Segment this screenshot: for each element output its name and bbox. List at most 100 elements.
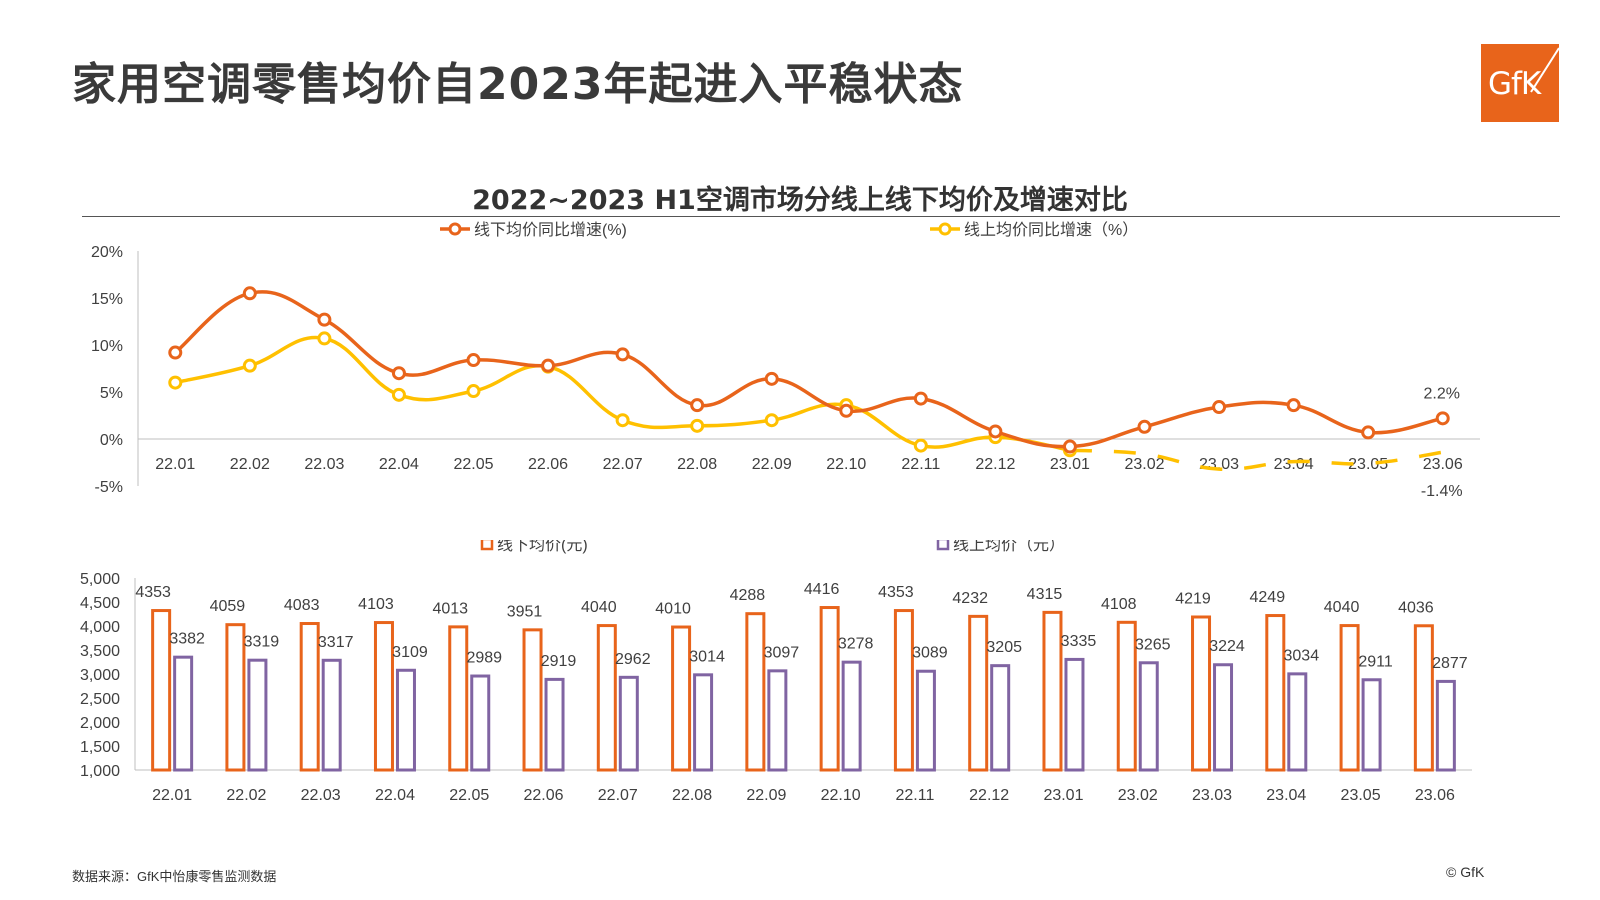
online-bar-label: 3265 xyxy=(1135,636,1171,653)
growth-line-chart: 20% 15% 10% 5% 0% -5% 22.01 22.02 22.03 22.04 22.0… xyxy=(91,221,1480,500)
y-tick-label: 3,000 xyxy=(80,667,120,684)
online-bar-label: 2877 xyxy=(1432,655,1468,672)
offline-bar-label: 4288 xyxy=(730,587,766,604)
offline-bar-label: 4353 xyxy=(878,584,914,601)
offline-bar-label: 4036 xyxy=(1398,599,1434,616)
online-point xyxy=(317,331,332,346)
y-tick-label: 4,000 xyxy=(80,619,120,636)
offline-bar xyxy=(745,612,766,772)
offline-bar xyxy=(1265,614,1286,772)
online-point xyxy=(242,358,257,373)
online-bar-label: 3382 xyxy=(169,631,205,648)
legend-label-0: 线下均价同比增速(%) xyxy=(474,221,627,239)
x-tick-label: 22.03 xyxy=(301,787,341,804)
x-tick-label: 23.06 xyxy=(1415,787,1455,804)
y-tick-label: 2,000 xyxy=(80,715,120,732)
offline-bar xyxy=(1339,624,1360,772)
legend-swatch-0 xyxy=(480,540,494,551)
legend-label-1: 线上均价（元） xyxy=(953,540,1065,554)
offline-bar-label: 4040 xyxy=(1324,599,1360,616)
x-tick-label: 22.07 xyxy=(603,456,643,473)
offline-point xyxy=(1361,425,1376,440)
y-tick-label: 5,000 xyxy=(80,571,120,588)
avg-price-bar-chart: 5,000 4,500 4,000 3,500 3,000 2,500 2,000 1,500… xyxy=(80,540,1472,804)
online-point xyxy=(764,413,779,428)
x-tick-label: 22.08 xyxy=(677,456,717,473)
y-tick-label: 0% xyxy=(100,432,123,449)
online-bar-label: 3319 xyxy=(244,634,280,651)
online-bar-label: 3109 xyxy=(392,644,428,661)
y-tick-label: 2,500 xyxy=(80,691,120,708)
online-bar-label: 3097 xyxy=(764,644,800,661)
online-point xyxy=(391,387,406,402)
x-tick-label: 23.05 xyxy=(1341,787,1381,804)
y-tick-label: 20% xyxy=(91,244,123,261)
y-tick-label: 10% xyxy=(91,338,123,355)
online-bar xyxy=(395,668,416,772)
x-tick-label: 23.02 xyxy=(1124,456,1164,473)
offline-bar xyxy=(448,625,469,772)
legend-swatch-1 xyxy=(936,540,950,551)
data-source-note: 数据来源：GfK中怡康零售监测数据 xyxy=(72,869,277,884)
x-tick-label: 22.09 xyxy=(746,787,786,804)
offline-bar xyxy=(1116,620,1137,772)
x-tick-label: 22.12 xyxy=(975,456,1015,473)
y-tick-label: 1,000 xyxy=(80,763,120,780)
online-bar xyxy=(915,669,936,772)
offline-bar-label: 3951 xyxy=(507,603,543,620)
offline-bar-label: 4249 xyxy=(1250,589,1286,606)
online-bar-label: 3278 xyxy=(838,636,874,653)
offline-bar-label: 4108 xyxy=(1101,596,1137,613)
x-tick-label: 23.05 xyxy=(1348,456,1388,473)
data-label-annotation: 2.2% xyxy=(1423,385,1459,402)
logo-slash-icon xyxy=(1530,47,1559,93)
x-tick-label: 22.11 xyxy=(901,456,940,473)
y-tick-label: 4,500 xyxy=(80,595,120,612)
offline-bar-label: 4353 xyxy=(135,584,171,601)
offline-point xyxy=(317,312,332,327)
legend-marker-1 xyxy=(938,222,952,236)
x-tick-label: 22.02 xyxy=(230,456,270,473)
offline-bar xyxy=(1413,624,1434,772)
online-bar xyxy=(1361,678,1382,772)
online-bar-label: 3089 xyxy=(912,645,948,662)
offline-point xyxy=(1062,439,1077,454)
offline-point xyxy=(690,398,705,413)
x-tick-label: 22.01 xyxy=(152,787,192,804)
offline-point xyxy=(1137,419,1152,434)
x-tick-label: 23.01 xyxy=(1043,787,1083,804)
online-bar-label: 3335 xyxy=(1061,633,1097,650)
online-point xyxy=(466,384,481,399)
x-tick-label: 22.10 xyxy=(826,456,866,473)
online-point xyxy=(913,438,928,453)
online-point xyxy=(690,418,705,433)
x-tick-label: 22.04 xyxy=(379,456,419,473)
online-point xyxy=(168,375,183,390)
logo-text: GfK xyxy=(1488,66,1541,102)
online-bar-label: 2911 xyxy=(1358,653,1393,670)
chart-title: 2022~2023 H1空调市场分线上线下均价及增速对比 xyxy=(472,185,1128,216)
x-tick-label: 22.01 xyxy=(155,456,195,473)
gfk-logo: GfK xyxy=(1481,44,1559,122)
offline-point xyxy=(839,403,854,418)
x-tick-label: 22.05 xyxy=(453,456,493,473)
online-bar xyxy=(544,677,565,772)
offline-point xyxy=(168,345,183,360)
online-bar xyxy=(1064,657,1085,772)
offline-point xyxy=(764,371,779,386)
x-tick-label: 23.02 xyxy=(1118,787,1158,804)
online-point xyxy=(615,413,630,428)
online-bar xyxy=(618,675,639,772)
online-bar-label: 3205 xyxy=(986,639,1022,656)
offline-bar xyxy=(522,628,543,772)
x-tick-label: 22.10 xyxy=(821,787,861,804)
x-tick-label: 22.11 xyxy=(895,787,934,804)
x-tick-label: 22.02 xyxy=(226,787,266,804)
offline-bar xyxy=(1042,610,1063,772)
offline-bar xyxy=(151,609,172,772)
x-tick-label: 22.07 xyxy=(598,787,638,804)
online-bar xyxy=(841,660,862,772)
y-tick-label: 15% xyxy=(91,291,123,308)
online-bar-label: 2989 xyxy=(466,650,502,667)
offline-bar-label: 4416 xyxy=(804,581,840,598)
